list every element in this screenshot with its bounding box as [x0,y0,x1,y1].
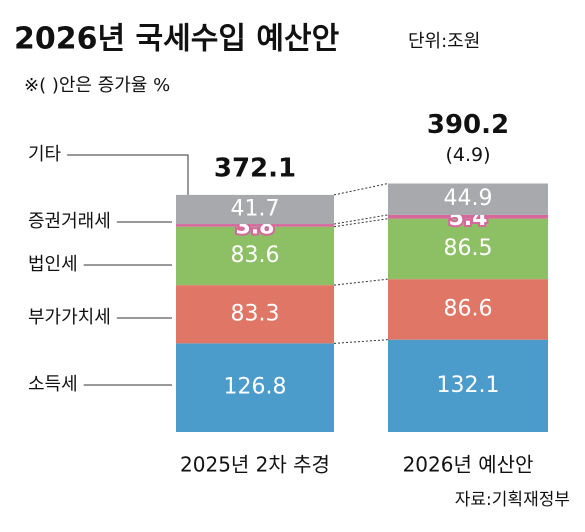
x-tick-label: 2025년 2차 추경 [180,453,330,477]
connector [333,183,389,196]
value-label: 86.5 [444,236,493,261]
connector [333,218,389,228]
value-label: 44.9 [444,186,493,211]
unit: 단위:조원 [408,31,480,52]
note: ※( )안은 증가율 % [24,75,170,96]
bar-segment [176,343,334,432]
total-label: 390.2 [427,110,509,140]
bar-segment [176,285,334,344]
bar-segment [388,183,548,215]
value-label: 83.3 [231,301,280,326]
value-label: 41.7 [231,196,280,221]
legend-label: 부가가치세 [28,307,111,328]
legend-label: 기타 [28,144,62,165]
chart-title: 2026년 국세수입 예산안 [14,22,340,57]
connector [333,214,389,225]
bar-segment [176,194,334,225]
bar-segment [176,224,334,227]
total-label: 372.1 [214,153,296,183]
value-label: 126.8 [224,375,287,400]
legend-label: 증권거래세 [28,211,111,232]
growth-label: (4.9) [445,144,490,166]
source: 자료:기획재정부 [455,490,570,510]
bar-segment [388,218,548,280]
leader-line [67,154,189,195]
bar-segment [176,226,334,286]
x-tick-label: 2026년 예산안 [403,453,534,477]
connector [333,339,389,344]
value-label: 86.6 [444,296,493,321]
value-label: 132.1 [437,373,500,398]
value-label: 83.6 [231,243,280,268]
connector [333,278,389,286]
bar-segment [388,339,548,432]
bar-segment [388,279,548,340]
legend-label: 소득세 [28,374,78,395]
bar-segment [388,214,548,219]
legend-label: 법인세 [28,254,78,275]
